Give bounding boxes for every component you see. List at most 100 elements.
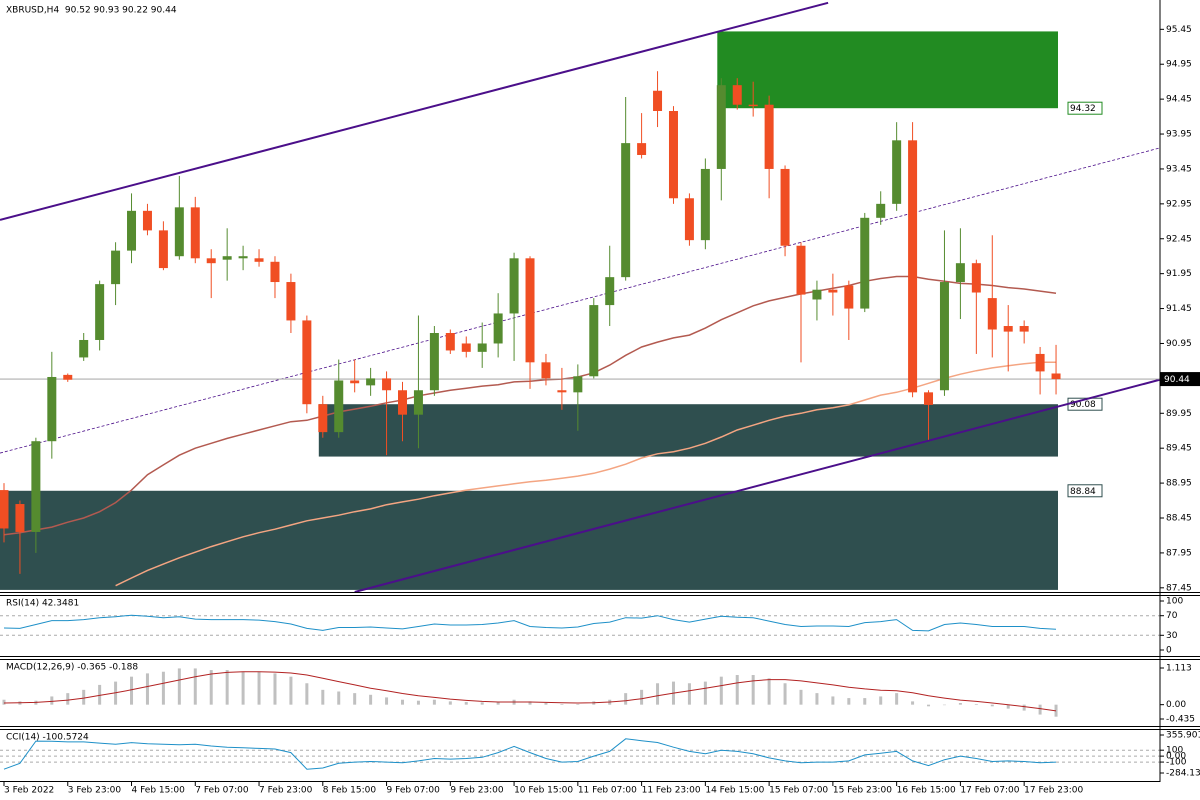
candle-body	[876, 203, 886, 218]
y-tick-label: 0	[1166, 646, 1172, 656]
trendline	[354, 378, 1160, 593]
candle-body	[190, 207, 200, 259]
y-tick-label: 94.95	[1166, 60, 1192, 70]
candle-body	[461, 343, 471, 352]
trendline	[0, 1, 829, 221]
y-tick-label: -0.435	[1166, 715, 1195, 725]
y-tick-label: 89.45	[1166, 444, 1192, 454]
indicator-line	[3, 738, 1057, 770]
candle-body	[350, 380, 360, 384]
histogram-bar	[990, 704, 994, 707]
histogram-bar	[528, 701, 532, 705]
histogram-bar	[193, 668, 197, 705]
y-tick-label: 95.45	[1166, 25, 1192, 35]
x-tick-label: 3 Feb 2022	[4, 786, 54, 796]
histogram-bar	[927, 704, 931, 707]
candle-body	[445, 333, 455, 351]
candle-body	[939, 282, 949, 391]
candle-body	[398, 390, 407, 415]
histogram-bar	[687, 683, 691, 705]
x-tick-label: 14 Feb 15:00	[705, 786, 764, 796]
candle-body	[0, 490, 9, 529]
y-tick-label: 355.9015	[1166, 731, 1200, 741]
histogram-bar	[911, 701, 915, 705]
histogram-bar	[640, 689, 644, 705]
zone-label: 90.08	[1070, 400, 1096, 410]
candle-body	[206, 258, 216, 264]
candle-body	[1003, 326, 1013, 332]
histogram-bar	[257, 671, 261, 705]
candle-body	[908, 140, 918, 393]
histogram-bar	[385, 697, 389, 705]
y-tick-label: 88.45	[1166, 514, 1192, 524]
histogram-bar	[974, 704, 978, 705]
histogram-bar	[895, 693, 899, 705]
histogram-bar	[464, 702, 468, 705]
candle-body	[812, 289, 822, 300]
histogram-bar	[863, 698, 867, 705]
candle-body	[79, 339, 89, 358]
candle-body	[174, 207, 184, 257]
candle-body	[525, 258, 535, 363]
y-tick-label: 88.95	[1166, 479, 1192, 489]
histogram-bar	[225, 670, 229, 705]
candle-body	[63, 374, 73, 380]
indicator-title: MACD(12,26,9) -0.365 -0.188	[6, 663, 138, 673]
candle-body	[1035, 353, 1045, 372]
x-tick-label: 15 Feb 23:00	[833, 786, 892, 796]
histogram-bar	[209, 670, 213, 705]
candle-body	[621, 143, 631, 278]
y-tick-label: 91.45	[1166, 304, 1192, 314]
histogram-bar	[305, 683, 309, 705]
y-tick-label: 100	[1166, 746, 1183, 756]
histogram-bar	[66, 693, 70, 705]
y-tick-label: 92.45	[1166, 234, 1192, 244]
moving-average	[115, 361, 1056, 587]
x-tick-label: 4 Feb 15:00	[132, 786, 186, 796]
histogram-bar	[241, 671, 245, 705]
y-tick-label: 92.95	[1166, 199, 1192, 209]
histogram-bar	[783, 683, 787, 705]
y-tick-label: 93.45	[1166, 164, 1192, 174]
histogram-bar	[831, 696, 835, 705]
candle-body	[1019, 326, 1029, 332]
candle-body	[31, 441, 41, 532]
y-tick-label: 91.95	[1166, 269, 1192, 279]
y-tick-label: 30	[1166, 631, 1178, 641]
candle-body	[15, 504, 25, 532]
zone-label: 94.32	[1070, 104, 1096, 114]
histogram-bar	[321, 689, 325, 705]
x-tick-label: 11 Feb 07:00	[578, 786, 637, 796]
y-tick-label: 100	[1166, 597, 1183, 607]
histogram-bar	[353, 693, 357, 705]
histogram-bar	[369, 694, 373, 705]
indicator-title: RSI(14) 42.3481	[6, 599, 79, 609]
candle-body	[589, 305, 599, 377]
x-tick-label: 9 Feb 23:00	[450, 786, 504, 796]
histogram-bar	[401, 699, 404, 705]
candle-body	[493, 313, 503, 344]
y-tick-label: 70	[1166, 611, 1178, 621]
candle-body	[254, 258, 264, 262]
zone	[0, 490, 1058, 590]
histogram-bar	[50, 696, 54, 705]
histogram-bar	[496, 702, 500, 705]
histogram-bar	[98, 684, 102, 705]
zone-label: 88.84	[1070, 487, 1096, 497]
histogram-bar	[416, 700, 420, 705]
histogram-bar	[624, 693, 628, 705]
histogram-bar	[703, 681, 707, 705]
candle-body	[573, 376, 583, 393]
candle-body	[700, 168, 710, 241]
x-tick-label: 9 Feb 07:00	[387, 786, 441, 796]
candle-body	[828, 289, 838, 293]
histogram-bar	[1054, 704, 1058, 717]
y-tick-label: 89.95	[1166, 409, 1192, 419]
histogram-bar	[719, 676, 723, 705]
histogram-bar	[177, 668, 181, 705]
histogram-bar	[161, 671, 165, 705]
histogram-bar	[130, 676, 134, 705]
histogram-bar	[1022, 704, 1026, 711]
candle-body	[111, 250, 121, 285]
